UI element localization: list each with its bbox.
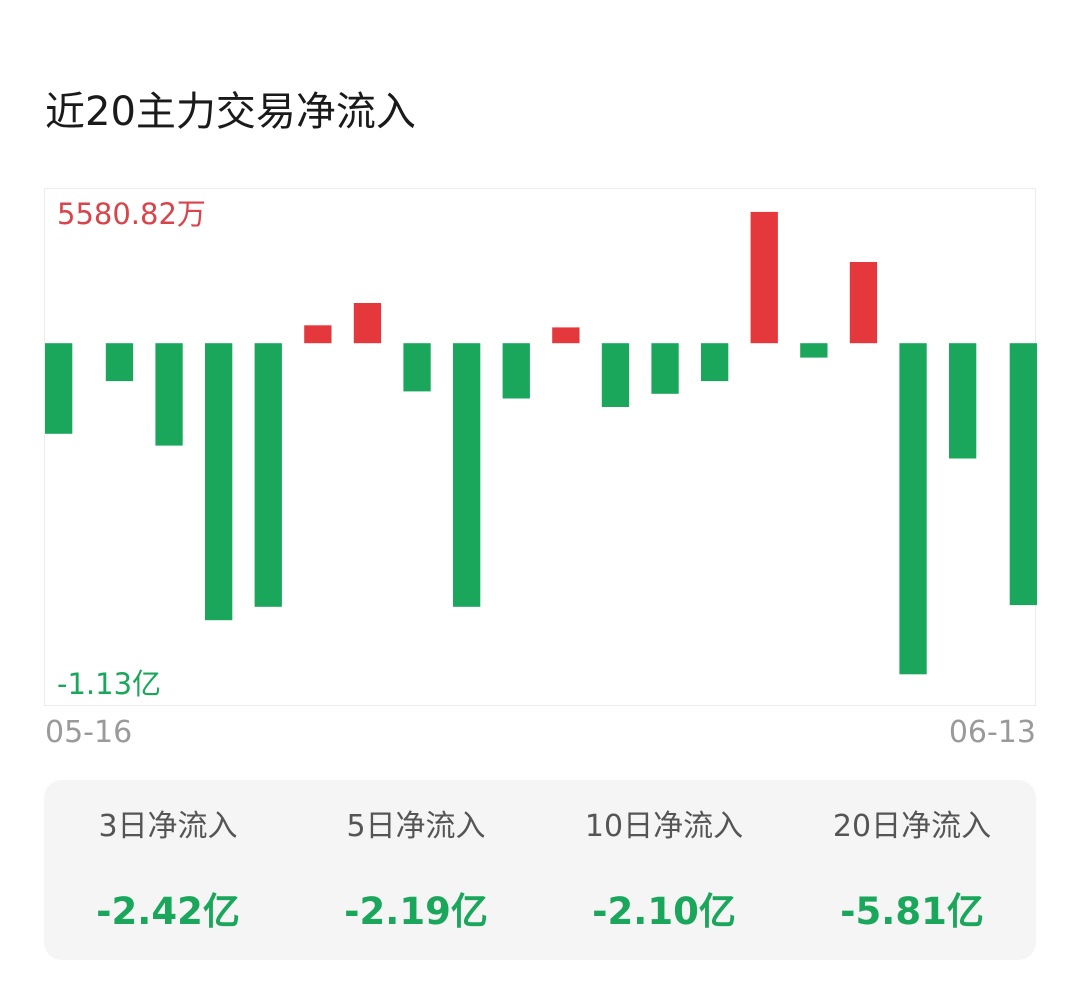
bar-19[interactable] [949,343,977,459]
bar-18[interactable] [899,343,927,675]
summary-label: 20日净流入 [832,809,992,844]
max-value-label: 5580.82万 [57,197,206,231]
min-value-label: -1.13亿 [57,667,162,701]
bar-5[interactable] [254,343,282,607]
bar-6[interactable] [304,325,332,344]
x-axis-end-label: 06-13 [948,715,1036,750]
page-title: 近20主力交易净流入 [45,89,416,135]
summary-value: -2.42亿 [96,890,240,933]
summary-label: 10日净流入 [584,809,744,844]
bar-8[interactable] [403,343,431,392]
x-axis-start-label: 05-16 [45,715,133,750]
bar-17[interactable] [849,262,878,344]
bar-15[interactable] [750,211,778,344]
summary-label: 3日净流入 [98,809,238,844]
net-inflow-summary: 3日净流入 -2.42亿 5日净流入 -2.19亿 10日净流入 -2.10亿 … [44,780,1036,960]
summary-20d[interactable]: 20日净流入 -5.81亿 [788,780,1036,960]
chart-area [44,188,1037,706]
bar-4[interactable] [205,343,233,621]
summary-label: 5日净流入 [346,809,486,844]
bar-3[interactable] [155,343,183,446]
summary-value: -5.81亿 [840,890,984,933]
bar-7[interactable] [353,303,382,344]
summary-value: -2.10亿 [592,890,736,933]
bar-10[interactable] [502,343,530,399]
bar-14[interactable] [701,343,729,382]
summary-value: -2.19亿 [344,890,488,933]
bar-chart [45,211,1037,675]
bar-9[interactable] [453,343,481,607]
summary-10d[interactable]: 10日净流入 -2.10亿 [540,780,788,960]
bar-2[interactable] [105,343,134,382]
summary-3d[interactable]: 3日净流入 -2.42亿 [44,780,292,960]
bar-20[interactable] [1009,343,1037,606]
bar-1[interactable] [45,343,73,434]
bar-13[interactable] [651,343,679,394]
bar-16[interactable] [800,343,828,358]
bar-11[interactable] [552,327,580,344]
summary-5d[interactable]: 5日净流入 -2.19亿 [292,780,540,960]
bar-12[interactable] [601,343,630,407]
